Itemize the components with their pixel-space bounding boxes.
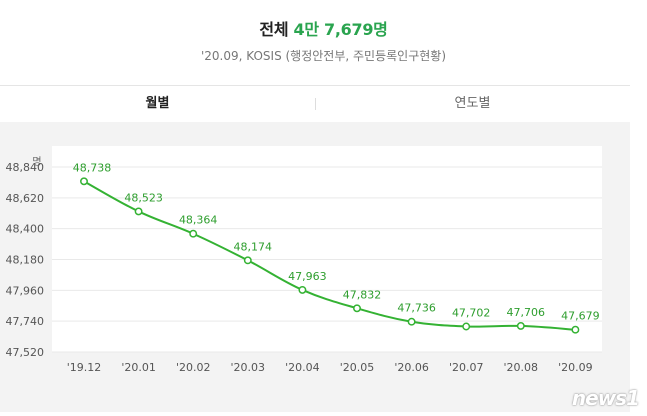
tab-yearly[interactable]: 연도별 bbox=[454, 96, 491, 111]
data-label: 48,364 bbox=[179, 214, 218, 227]
data-point bbox=[134, 207, 143, 216]
data-label: 47,706 bbox=[507, 306, 546, 319]
title-prefix: 전체 bbox=[259, 20, 289, 39]
title-value: 4만 7,679명 bbox=[293, 20, 388, 39]
x-tick-label: '20.09 bbox=[558, 361, 593, 374]
x-tick-label: '20.07 bbox=[449, 361, 484, 374]
data-label: 47,679 bbox=[561, 310, 600, 323]
data-point bbox=[407, 317, 416, 326]
news1-watermark-logo: news1 bbox=[571, 386, 640, 410]
data-point bbox=[243, 256, 252, 265]
page-title: 전체 4만 7,679명 bbox=[0, 16, 647, 40]
data-point bbox=[189, 229, 198, 238]
data-label: 47,832 bbox=[343, 288, 382, 301]
data-label: 47,963 bbox=[288, 270, 327, 283]
tab-monthly[interactable]: 월별 bbox=[145, 96, 170, 111]
data-point bbox=[571, 325, 580, 334]
y-axis-unit-label: 명 bbox=[32, 156, 41, 168]
x-tick-label: '20.01 bbox=[121, 361, 156, 374]
y-tick-label: 48,180 bbox=[6, 254, 45, 267]
x-tick-label: '20.05 bbox=[340, 361, 375, 374]
x-tick-label: '19.12 bbox=[67, 361, 102, 374]
x-tick-label: '20.08 bbox=[504, 361, 539, 374]
data-point bbox=[353, 304, 361, 313]
data-label: 48,174 bbox=[234, 240, 273, 253]
y-tick-label: 48,400 bbox=[6, 223, 45, 236]
data-label: 48,523 bbox=[124, 191, 163, 204]
x-tick-label: '20.03 bbox=[231, 361, 266, 374]
y-tick-label: 48,620 bbox=[6, 192, 45, 205]
plot-area bbox=[52, 146, 602, 352]
series-line bbox=[83, 180, 576, 331]
y-tick-label: 47,520 bbox=[6, 346, 45, 359]
data-point bbox=[462, 322, 471, 331]
data-point bbox=[516, 321, 525, 330]
y-tick-label: 47,960 bbox=[6, 284, 45, 297]
y-tick-label: 47,740 bbox=[6, 315, 45, 328]
x-tick-label: '20.04 bbox=[285, 361, 320, 374]
tab-divider bbox=[315, 98, 316, 110]
line-chart: 47,520 47,740 47,960 48,180 48,400 48,620 48,8… bbox=[6, 146, 602, 374]
data-label: 47,736 bbox=[397, 302, 436, 315]
header: 전체 4만 7,679명 '20.09, KOSIS (행정안전부, 주민등록인… bbox=[0, 0, 647, 80]
data-point bbox=[298, 285, 307, 294]
x-tick-label: '20.06 bbox=[394, 361, 429, 374]
data-label: 47,702 bbox=[452, 306, 491, 319]
period-tabs: 월별 연도별 bbox=[0, 85, 630, 123]
source-caption: '20.09, KOSIS (행정안전부, 주민등록인구현황) bbox=[200, 49, 447, 63]
y-tick-label: 48,840 bbox=[6, 161, 45, 174]
data-label: 48,738 bbox=[73, 161, 112, 174]
x-tick-label: '20.02 bbox=[176, 361, 211, 374]
data-point bbox=[80, 177, 88, 186]
